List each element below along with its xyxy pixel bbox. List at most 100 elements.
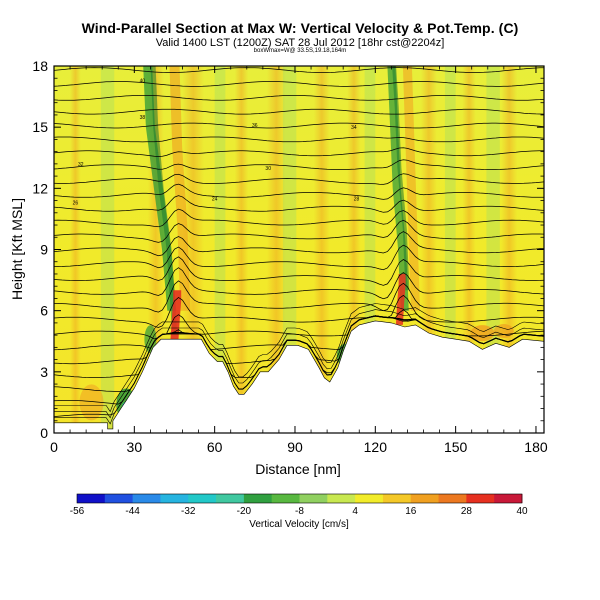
colorbar-swatch [410, 494, 439, 503]
contour-label: 40 [140, 78, 146, 84]
orange-streak [234, 66, 249, 433]
colorbar-swatch [299, 494, 328, 503]
theta-contour [54, 173, 544, 185]
x-tick-label: 90 [287, 439, 303, 455]
contour-label: 28 [354, 197, 360, 203]
vertical-velocity-shading [70, 66, 518, 433]
downdraft-band [387, 66, 409, 311]
chart-subtitle: Valid 1400 LST (1200Z) SAT 28 Jul 2012 [… [155, 37, 445, 49]
chart-subtitle-2: boxWmax=W@ 33.5S,19.18,164m [253, 48, 347, 54]
x-tick-label: 120 [364, 439, 388, 455]
y-tick-label: 6 [40, 303, 48, 319]
theta-contour [54, 108, 544, 115]
colorbar-tick-label: -8 [295, 506, 304, 517]
updraft-band [169, 66, 191, 311]
theta-contour [54, 195, 544, 213]
green-streak [100, 66, 115, 433]
theta-contour [54, 183, 544, 200]
green-streak [214, 66, 226, 433]
theta-contour [54, 309, 544, 419]
downdraft-core [150, 66, 177, 332]
y-tick-label: 18 [32, 58, 48, 74]
colorbar-swatch [243, 494, 273, 503]
colorbar-tick-label: -44 [125, 506, 140, 517]
theta-contour [54, 231, 544, 257]
orange-streak [266, 66, 286, 433]
contour-label: 30 [265, 166, 271, 172]
colorbar-swatch [494, 494, 523, 503]
theta-contour [54, 315, 544, 425]
green-streak [364, 66, 376, 433]
colorbar-swatch [132, 494, 161, 503]
colorbar-swatch [77, 494, 106, 503]
updraft-band [402, 66, 420, 311]
downdraft-pocket [144, 325, 157, 354]
colorbar-tick-label: -56 [70, 506, 85, 517]
colorbar-tick-label: 16 [405, 506, 417, 517]
y-tick-label: 9 [40, 242, 48, 258]
theta-contour [54, 267, 544, 300]
colorbar-tick-label: -32 [181, 506, 196, 517]
contour-labels: 40 38 36 34 32 30 28 26 24 [73, 78, 360, 206]
terrain-mask [54, 320, 544, 433]
y-axis-label: Height [Kft MSL] [9, 198, 25, 300]
colorbar-label: Vertical Velocity [cm/s] [249, 519, 349, 530]
y-tick-label: 12 [32, 180, 48, 196]
contour-label: 36 [252, 123, 258, 129]
colorbar-swatch [382, 494, 412, 503]
colorbar-swatch [104, 494, 134, 503]
y-tick-label: 0 [40, 425, 48, 441]
colorbar-swatch [438, 494, 467, 503]
theta-contour [54, 159, 544, 170]
theta-contour [54, 122, 544, 129]
colorbar-tick-label: -20 [237, 506, 252, 517]
green-streak [444, 66, 456, 433]
theta-contour [54, 219, 544, 243]
theta-contour [54, 303, 544, 413]
colorbar-swatch [271, 494, 300, 503]
contour-label: 26 [73, 201, 79, 207]
colorbar-swatch [355, 494, 384, 503]
colorbar-tick-label: 4 [352, 506, 358, 517]
theta-contour [54, 81, 544, 87]
theta-contour [54, 294, 544, 328]
contour-label: 32 [78, 162, 84, 168]
theta-contour [54, 147, 544, 157]
theta-contour [54, 67, 544, 73]
contour-label: 34 [351, 125, 357, 131]
colorbar-swatch [160, 494, 189, 503]
x-axis-label: Distance [nm] [255, 461, 341, 477]
chart-title: Wind-Parallel Section at Max W: Vertical… [81, 20, 519, 36]
contour-label: 38 [140, 115, 146, 121]
x-tick-label: 150 [444, 439, 468, 455]
updraft-core [170, 290, 182, 340]
theta-contour [54, 208, 544, 228]
orange-streak [313, 66, 330, 433]
x-tick-label: 180 [524, 439, 548, 455]
colorbar-frame [76, 493, 523, 504]
colorbar-swatch [216, 494, 245, 503]
theta-contour [54, 244, 544, 271]
x-tick-label: 30 [127, 439, 143, 455]
colorbar-swatch [466, 494, 495, 503]
y-tick-label: 15 [32, 119, 48, 135]
colorbar-tick-label: 40 [516, 506, 528, 517]
y-tick-label: 3 [40, 364, 48, 380]
contour-label: 24 [212, 197, 218, 203]
x-tick-label: 0 [50, 439, 58, 455]
updraft-core [395, 274, 406, 325]
colorbar-swatch [327, 494, 356, 503]
x-tick-label: 60 [207, 439, 223, 455]
theta-contour [54, 280, 544, 313]
downdraft-core [392, 66, 410, 291]
colorbar: -56 -44 -32 -20 -8 4 16 28 40 [70, 493, 528, 517]
theta-contour [54, 95, 544, 101]
colorbar-swatch [188, 494, 217, 503]
colorbar-tick-label: 28 [461, 506, 473, 517]
potential-temperature-contours [54, 67, 544, 425]
theta-contour [54, 256, 544, 286]
theta-contour [54, 136, 544, 143]
updraft-pocket [493, 324, 514, 339]
